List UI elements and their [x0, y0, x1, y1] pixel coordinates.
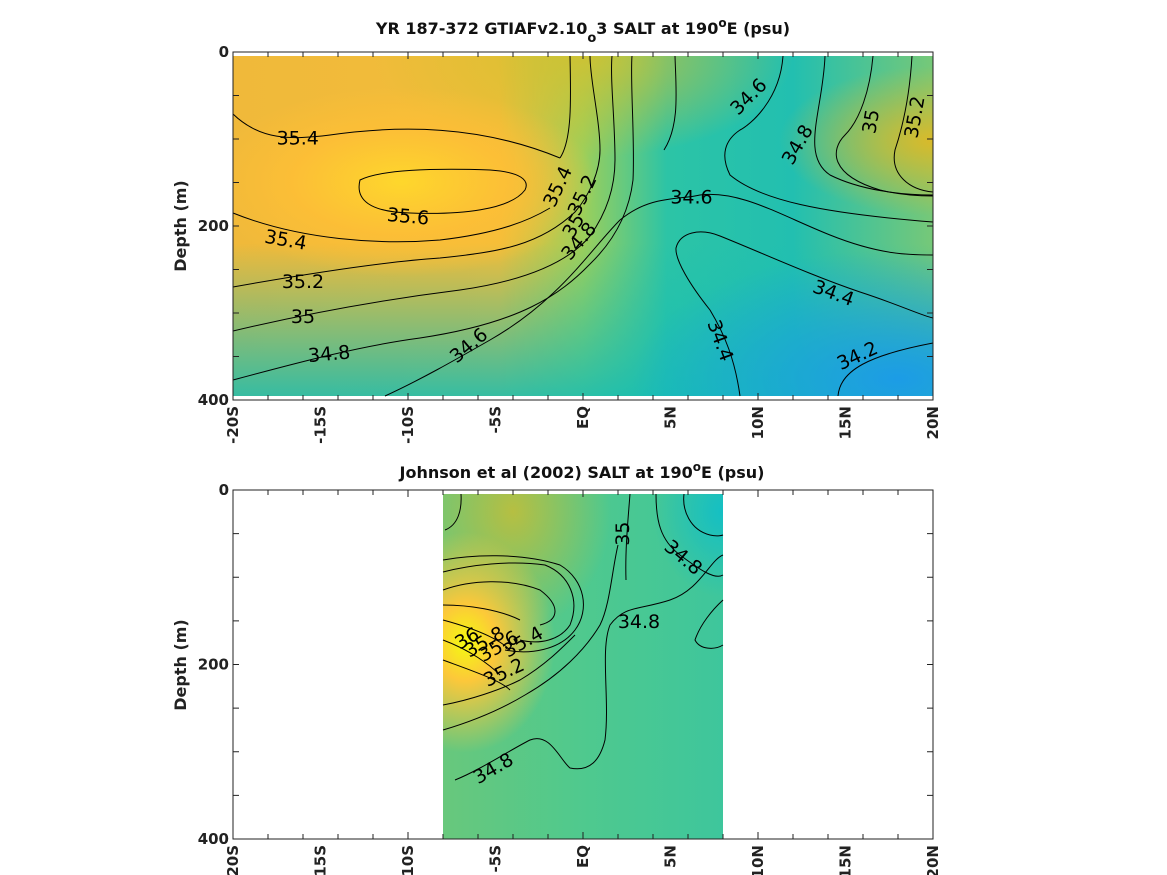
top-contour-label: 35: [858, 108, 884, 136]
top-contour-label: 34.8: [307, 341, 351, 367]
bottom-x-tick-label: -10S: [399, 845, 417, 875]
top-x-tick-label: -5S: [487, 406, 505, 433]
top-contour-label: 35.6: [386, 204, 430, 230]
bottom-x-tick-label: 10N: [749, 845, 767, 875]
top-x-tick-label: 5N: [662, 406, 680, 429]
bottom-panel: Johnson et al (2002) SALT at 190oE (psu): [171, 460, 942, 875]
top-x-tick-label: 10N: [749, 406, 767, 439]
top-contour-label: 35: [291, 306, 315, 328]
top-x-tick-label: EQ: [574, 406, 592, 429]
bottom-y-axis: 0 200 400: [198, 481, 933, 848]
top-panel: YR 187-372 GTIAFv2.10o3 SALT at 190oE (p…: [171, 16, 942, 444]
top-y-axis: 0 200 400: [198, 43, 933, 409]
top-chart-title: YR 187-372 GTIAFv2.10o3 SALT at 190oE (p…: [375, 16, 790, 46]
bottom-contour-label: 34.8: [618, 611, 660, 633]
top-title-sup: o: [718, 16, 726, 30]
bottom-x-tick-label: 15N: [837, 845, 855, 875]
bottom-x-tick-label: 5N: [662, 845, 680, 868]
top-title-sub: o: [587, 31, 596, 46]
bottom-y-tick-label: 400: [198, 830, 229, 848]
top-contour-label: 34.6: [670, 187, 712, 209]
top-x-axis: -20S -15S -10S -5S EQ 5N 10N 15N 20N: [224, 52, 942, 444]
top-title-post: E (psu): [727, 19, 791, 38]
bottom-title-sup: o: [693, 460, 701, 474]
top-contour-lines: [232, 55, 934, 397]
top-x-tick-label: -15S: [312, 406, 330, 444]
top-title-pre: YR 187-372 GTIAFv2.10: [375, 19, 587, 38]
bottom-y-axis-label: Depth (m): [171, 619, 190, 711]
bottom-x-tick-label: 20N: [924, 845, 942, 875]
top-y-tick-label: 400: [198, 391, 229, 409]
top-contour-label: 35.4: [277, 128, 319, 150]
top-heatmap: [233, 56, 933, 396]
top-contour-label: 35.2: [282, 271, 324, 293]
top-y-tick-label: 0: [219, 43, 229, 61]
bottom-x-tick-label: EQ: [574, 845, 592, 868]
bottom-chart-title: Johnson et al (2002) SALT at 190oE (psu): [399, 460, 765, 482]
top-x-tick-label: 15N: [837, 406, 855, 439]
bottom-x-tick-label: -5S: [487, 845, 505, 872]
bottom-x-tick-label: -20S: [224, 845, 242, 875]
top-x-tick-label: 20N: [924, 406, 942, 439]
bottom-x-axis: -20S -15S -10S -5S EQ 5N 10N 15N 20N: [224, 490, 942, 875]
top-x-tick-label: -10S: [399, 406, 417, 444]
bottom-x-tick-label: -15S: [312, 845, 330, 875]
top-x-tick-label: -20S: [224, 406, 242, 444]
top-y-axis-label: Depth (m): [171, 180, 190, 272]
bottom-y-tick-label: 200: [198, 656, 229, 674]
bottom-title-post: E (psu): [701, 463, 765, 482]
bottom-y-tick-label: 0: [219, 481, 229, 499]
top-y-tick-label: 200: [198, 217, 229, 235]
bottom-contour-label: 35: [612, 522, 634, 546]
bottom-title-pre: Johnson et al (2002) SALT at 190: [399, 463, 693, 482]
top-title-mid: 3 SALT at 190: [596, 19, 718, 38]
bottom-contour-lines: [442, 493, 724, 781]
